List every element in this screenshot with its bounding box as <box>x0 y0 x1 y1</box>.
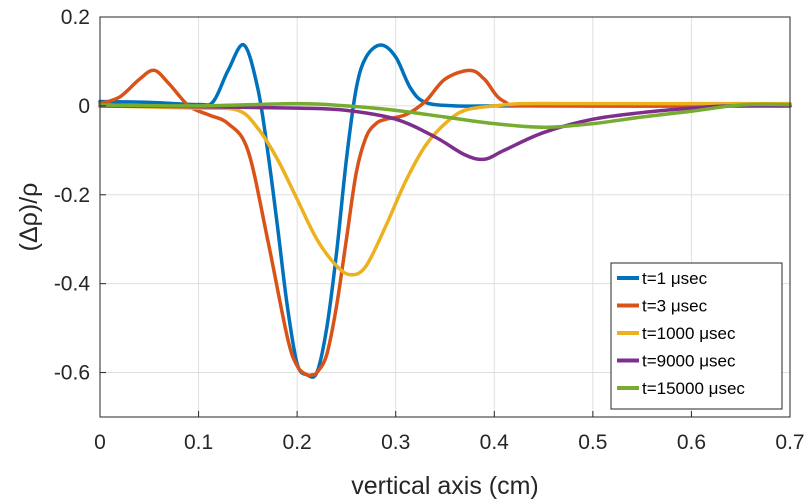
y-tick-label: 0 <box>78 95 90 118</box>
plot-frame <box>99 16 791 418</box>
y-axis-label: (Δρ)/ρ <box>15 183 43 252</box>
x-tick-label: 0 <box>94 431 106 454</box>
legend-label-2: t=3 μsec <box>642 297 708 316</box>
x-tick-label: 0.7 <box>775 431 804 454</box>
series-line-1 <box>98 43 792 379</box>
series-layer <box>98 43 792 379</box>
x-tick-label: 0.5 <box>578 431 607 454</box>
y-tick-label: -0.2 <box>54 184 90 207</box>
series-line-3 <box>98 101 792 277</box>
y-tick-label: -0.6 <box>54 362 90 385</box>
legend-label-3: t=1000 μsec <box>642 324 736 343</box>
series-line-5 <box>98 101 792 129</box>
legend-label-4: t=9000 μsec <box>642 352 736 371</box>
x-tick-label: 0.3 <box>381 431 410 454</box>
legend: t=1 μsec t=3 μsec t=1000 μsec t=9000 μsec t=… <box>610 262 783 410</box>
y-ticks: 0.2 0 -0.2 -0.4 -0.6 <box>54 6 106 385</box>
x-tick-label: 0.6 <box>677 431 706 454</box>
x-tick-label: 0.2 <box>283 431 312 454</box>
legend-box <box>610 262 783 410</box>
x-tick-label: 0.4 <box>480 431 510 454</box>
series-line-4 <box>98 103 792 162</box>
legend-label-5: t=15000 μsec <box>642 379 745 398</box>
y-tick-label: -0.4 <box>54 273 91 296</box>
legend-label-1: t=1 μsec <box>642 269 708 288</box>
x-tick-label: 0.1 <box>184 431 213 454</box>
x-axis-label: vertical axis (cm) <box>351 472 539 500</box>
y-tick-label: 0.2 <box>61 6 90 29</box>
x-ticks: 0 0.1 0.2 0.3 0.4 0.5 0.6 0.7 <box>94 411 805 454</box>
